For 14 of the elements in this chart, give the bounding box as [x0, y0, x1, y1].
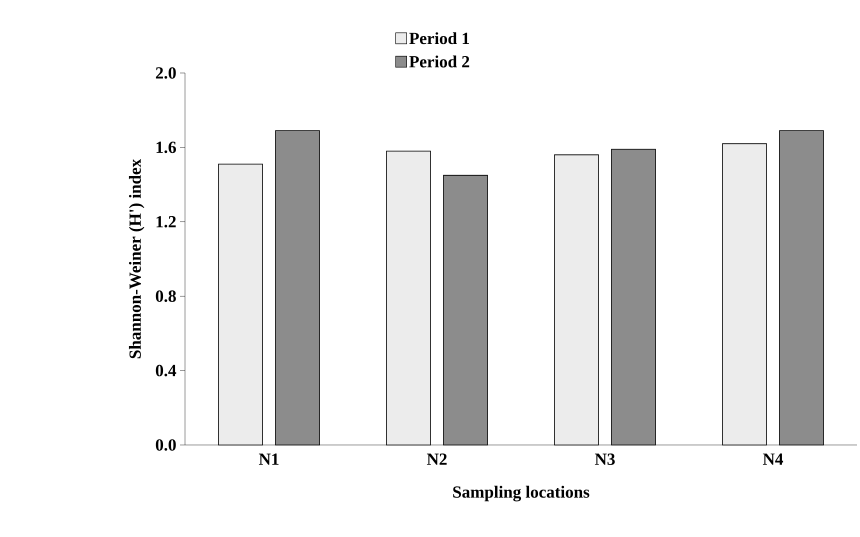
y-tick-label: 1.2 [156, 216, 176, 228]
y-axis-title: Shannon-Weiner (H') index [128, 158, 144, 358]
y-tick-label: 2.0 [156, 67, 176, 79]
x-axis-title: Sampling locations [453, 486, 590, 502]
x-tick-label: N1 [258, 454, 279, 465]
y-tick-label: 0.0 [156, 439, 176, 451]
x-tick-label: N4 [762, 454, 784, 465]
legend-label: Period 1 [409, 32, 470, 44]
y-tick-label: 0.4 [156, 364, 176, 376]
y-tick-label: 0.8 [156, 290, 176, 302]
x-tick-label: N2 [426, 454, 447, 465]
legend-label: Period 2 [409, 56, 470, 68]
x-tick-label: N3 [594, 454, 615, 465]
y-tick-label: 1.6 [156, 142, 176, 154]
